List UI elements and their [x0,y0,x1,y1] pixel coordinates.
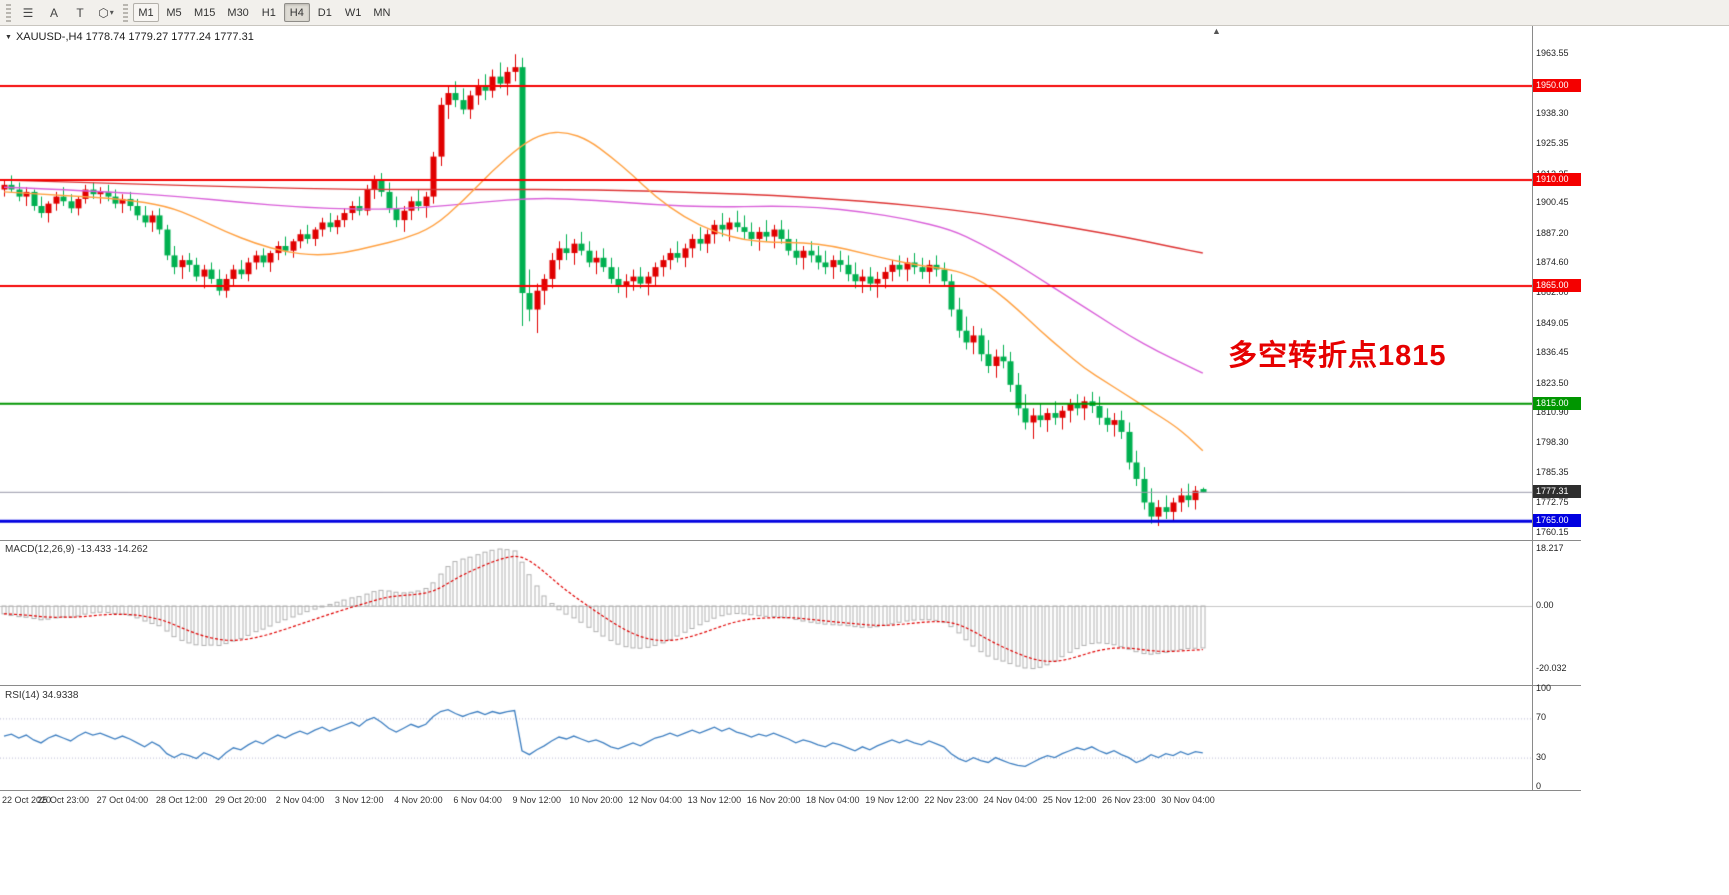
timeframe-m15-button[interactable]: M15 [194,6,216,19]
time-scale-label: 22 Oct 2020 [2,795,52,805]
symbol-info-text: XAUUSD-,H4 1778.74 1779.27 1777.24 1777.… [15,31,254,43]
panel-separator[interactable] [0,685,1581,686]
time-scale-label: 19 Nov 12:00 [865,795,919,805]
time-scale-label: 6 Nov 04:00 [453,795,502,805]
price-scale-label: 1772.75 [1536,497,1569,508]
price-level-badge: 1865.00 [1533,278,1581,292]
time-scale-label: 12 Nov 04:00 [628,795,682,805]
panel-separator[interactable] [0,540,1581,541]
price-scale-label: 1798.30 [1536,436,1569,447]
chart-shift-marker-icon: ▲ [1212,26,1221,36]
rsi-scale-label: 0 [1536,781,1542,791]
collapse-arrow-icon[interactable]: ▼ [5,33,12,41]
price-scale-label: 1887.20 [1536,227,1569,238]
time-scale-label: 3 Nov 12:00 [334,795,384,805]
rsi-scale-label: 100 [1536,683,1552,693]
time-scale-label: 22 Nov 23:00 [924,795,978,805]
toolbar-drag-handle[interactable] [6,3,11,22]
rsi-scale-label: 70 [1536,712,1547,723]
time-scale-label: 29 Oct 20:00 [215,795,267,805]
price-scale-label: 1963.55 [1536,48,1569,59]
price-scale-label: 1874.60 [1536,257,1569,268]
time-axis[interactable]: 22 Oct 2020 25 Oct 23:00 27 Oct 04:00 28 Oc… [0,791,1532,811]
price-scale-label: 1760.15 [1536,526,1569,537]
price-level-badge: 1815.00 [1533,396,1581,410]
timeframe-h1-button[interactable]: H1 [261,6,276,19]
price-scale-label: 1823.50 [1536,377,1569,388]
macd-scale-label: -20.032 [1536,662,1567,673]
time-scale-label: 25 Nov 12:00 [1042,795,1097,805]
price-scale-label: 1862.00 [1536,287,1569,298]
timeframe-d1-button[interactable]: D1 [317,6,332,19]
price-level-badge: 1765.00 [1533,514,1581,528]
price-level-badge: 1950.00 [1533,79,1581,92]
time-scale-label: 16 Nov 20:00 [746,795,801,805]
line-studies-tool-button[interactable]: ☰ [22,5,34,20]
macd-scale-label: 0.00 [1536,600,1554,610]
price-scale-label: 1810.90 [1536,407,1569,418]
timeframes-toolbar: M1 M5 M15 M30 H1 H4 D1 W1 MN [132,3,396,22]
chart-window: ▼ XAUUSD-,H4 1778.74 1779.27 1777.24 177… [0,26,1581,813]
timeframe-h4-button[interactable]: H4 [283,3,310,22]
time-scale-label: 10 Nov 20:00 [569,795,623,805]
price-chart-canvas[interactable] [0,26,1532,790]
timeframe-m30-button[interactable]: M30 [227,6,249,19]
chart-annotation: 多空转折点1815 [1228,340,1447,372]
timeframe-m1-button[interactable]: M1 [133,3,159,22]
price-scale-label: 1900.45 [1536,196,1569,207]
macd-scale-label: 18.217 [1536,542,1564,553]
time-scale-label: 28 Oct 12:00 [155,795,208,805]
time-scale-label: 30 Nov 04:00 [1161,795,1215,805]
price-scale-label: 1938.30 [1536,107,1569,118]
price-scale-label: 1849.05 [1536,317,1569,328]
price-scale-label: 1925.35 [1536,137,1569,148]
price-level-badge: 1777.31 [1533,485,1581,499]
toolbar: ☰ A T ⬡ ▾ M1 M5 M15 M30 H1 H4 D1 W1 MN [0,0,1729,26]
time-scale-label: 18 Nov 04:00 [806,795,860,805]
time-scale-label: 4 Nov 20:00 [394,795,443,805]
macd-label: MACD(12,26,9) -13.433 -14.262 [5,544,148,555]
timeframe-w1-button[interactable]: W1 [344,6,362,19]
price-level-badge: 1910.00 [1533,173,1581,187]
timeframe-m5-button[interactable]: M5 [166,6,182,19]
toolbar-drag-handle[interactable] [123,3,128,22]
time-scale-label: 2 Nov 04:00 [275,795,325,805]
symbol-info: ▼ XAUUSD-,H4 1778.74 1779.27 1777.24 177… [5,31,254,43]
label-tool-button[interactable]: T [76,5,84,20]
shapes-tool-button[interactable]: ⬡ ▾ [98,5,114,20]
rsi-scale-label: 30 [1536,751,1547,762]
price-axis[interactable]: 1963.551938.301925.351912.351900.451887.… [1532,26,1581,791]
timeframe-mn-button[interactable]: MN [373,6,391,19]
dropdown-caret-icon: ▾ [109,8,114,17]
panel-separator [0,790,1581,791]
time-scale-label: 27 Oct 04:00 [96,795,149,805]
time-scale-label: 13 Nov 12:00 [687,795,742,805]
time-scale-label: 25 Oct 23:00 [37,795,89,805]
time-scale-label: 24 Nov 04:00 [983,795,1038,805]
price-scale-label: 1785.35 [1536,467,1569,478]
price-scale-label: 1836.45 [1536,347,1569,358]
time-scale-label: 26 Nov 23:00 [1102,795,1156,805]
time-scale-label: 9 Nov 12:00 [512,795,562,805]
rsi-label: RSI(14) 34.9338 [5,690,79,701]
line-studies-toolbar: ☰ A T ⬡ ▾ [15,3,119,23]
text-tool-button[interactable]: A [49,5,58,20]
